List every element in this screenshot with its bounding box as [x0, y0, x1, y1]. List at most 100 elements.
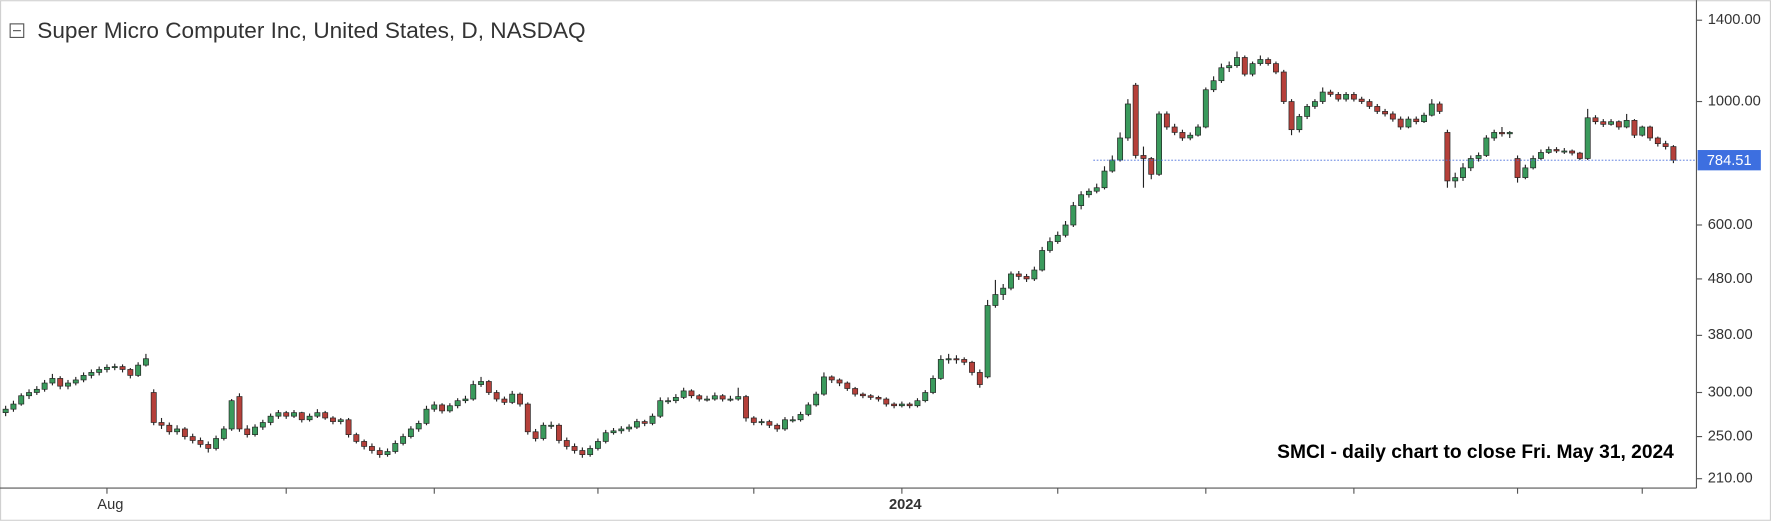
candle-body [906, 403, 913, 407]
candle-body [556, 424, 562, 441]
candle-body [158, 422, 165, 426]
candle-body [945, 358, 952, 361]
candle-body [595, 441, 601, 449]
candle-body [174, 428, 181, 433]
candle-body [213, 438, 220, 449]
candle-body [1054, 234, 1061, 243]
candle-body [922, 392, 929, 402]
candle-body [439, 404, 446, 412]
candle-body [1109, 159, 1116, 172]
candle-body [587, 448, 594, 455]
candle-body [470, 384, 477, 400]
candle-body [789, 419, 796, 422]
candle-body [1218, 67, 1225, 82]
candle-body [166, 424, 173, 433]
candle-body [735, 396, 742, 400]
candle-body [49, 378, 56, 384]
candle-body [291, 412, 297, 417]
candle-body [688, 390, 695, 397]
candle-body [1545, 149, 1552, 153]
candle-body [1413, 118, 1420, 123]
candle-body [696, 395, 703, 400]
candle-body [1280, 71, 1287, 102]
candle-body [478, 381, 484, 385]
candle-body [415, 423, 422, 430]
candle-body [1530, 158, 1537, 169]
candle-body [446, 405, 453, 412]
candle-body [228, 400, 235, 430]
candle-body [836, 379, 843, 384]
candle-body [1374, 106, 1381, 112]
candle-body [1436, 103, 1443, 112]
candle-body [18, 395, 25, 405]
candle-body [88, 372, 95, 376]
candle-body [1467, 158, 1474, 169]
candle-body [1491, 132, 1498, 139]
candle-body [1428, 103, 1435, 116]
candle-body [852, 388, 859, 395]
y-tick-label: 1000.00 [1708, 93, 1761, 109]
candle-body [1047, 241, 1053, 251]
candle-body [828, 376, 835, 381]
candle-body [1335, 94, 1342, 100]
candle-body [969, 361, 975, 373]
candle-body [462, 398, 469, 402]
candle-body [914, 400, 921, 407]
candle-body [1654, 137, 1661, 145]
candle-body [992, 294, 999, 306]
last-price-label: 784.51 [1707, 153, 1752, 169]
candle-body [641, 421, 648, 424]
candle-body [891, 403, 898, 407]
candle-body [984, 305, 991, 378]
candle-body [743, 396, 749, 419]
candle-body [423, 408, 430, 424]
candle-body [844, 382, 851, 389]
candle-body [493, 392, 500, 400]
candle-body [1553, 149, 1560, 152]
candle-body [1288, 101, 1295, 131]
candle-body [1350, 94, 1357, 100]
candle-body [252, 426, 258, 435]
candle-body [345, 419, 352, 435]
candle-body [602, 432, 609, 442]
y-tick-label: 250.00 [1708, 428, 1753, 444]
candle-body [782, 419, 788, 430]
candle-body [368, 446, 375, 451]
collapse-icon[interactable] [9, 23, 25, 38]
candle-body [1514, 158, 1521, 178]
y-tick-label: 210.00 [1708, 471, 1753, 487]
candle-body [1140, 155, 1147, 159]
candle-body [610, 430, 617, 434]
candle-body [501, 398, 508, 403]
candle-body [1023, 276, 1030, 280]
candle-body [244, 428, 251, 435]
candle-body [1405, 118, 1412, 128]
candle-body [259, 422, 266, 428]
candle-body [150, 392, 157, 423]
candle-body [665, 400, 672, 403]
candle-body [805, 404, 812, 415]
candle-body [1397, 118, 1404, 128]
candle-body [1304, 106, 1311, 117]
candle-body [314, 412, 321, 417]
candle-body [813, 393, 820, 406]
candle-body [127, 369, 134, 376]
candle-body [306, 415, 313, 421]
candle-body [1070, 205, 1077, 226]
candle-body [1163, 113, 1170, 128]
annotation: SMCI - daily chart to close Fri. May 31,… [1277, 442, 1674, 463]
candle-body [1327, 91, 1334, 95]
candle-body [649, 415, 656, 424]
candle-body [33, 388, 40, 393]
candle-body [1537, 152, 1544, 159]
candle-body [1195, 126, 1201, 136]
candle-body [1389, 113, 1396, 120]
candle-body [509, 393, 516, 403]
candle-body [1187, 134, 1194, 139]
candle-body [1210, 80, 1217, 91]
x-tick-label: Aug [97, 497, 123, 513]
candle-body [376, 450, 383, 455]
candle-body [1085, 190, 1092, 196]
candle-body [1639, 126, 1646, 136]
candle-body [1008, 273, 1014, 289]
